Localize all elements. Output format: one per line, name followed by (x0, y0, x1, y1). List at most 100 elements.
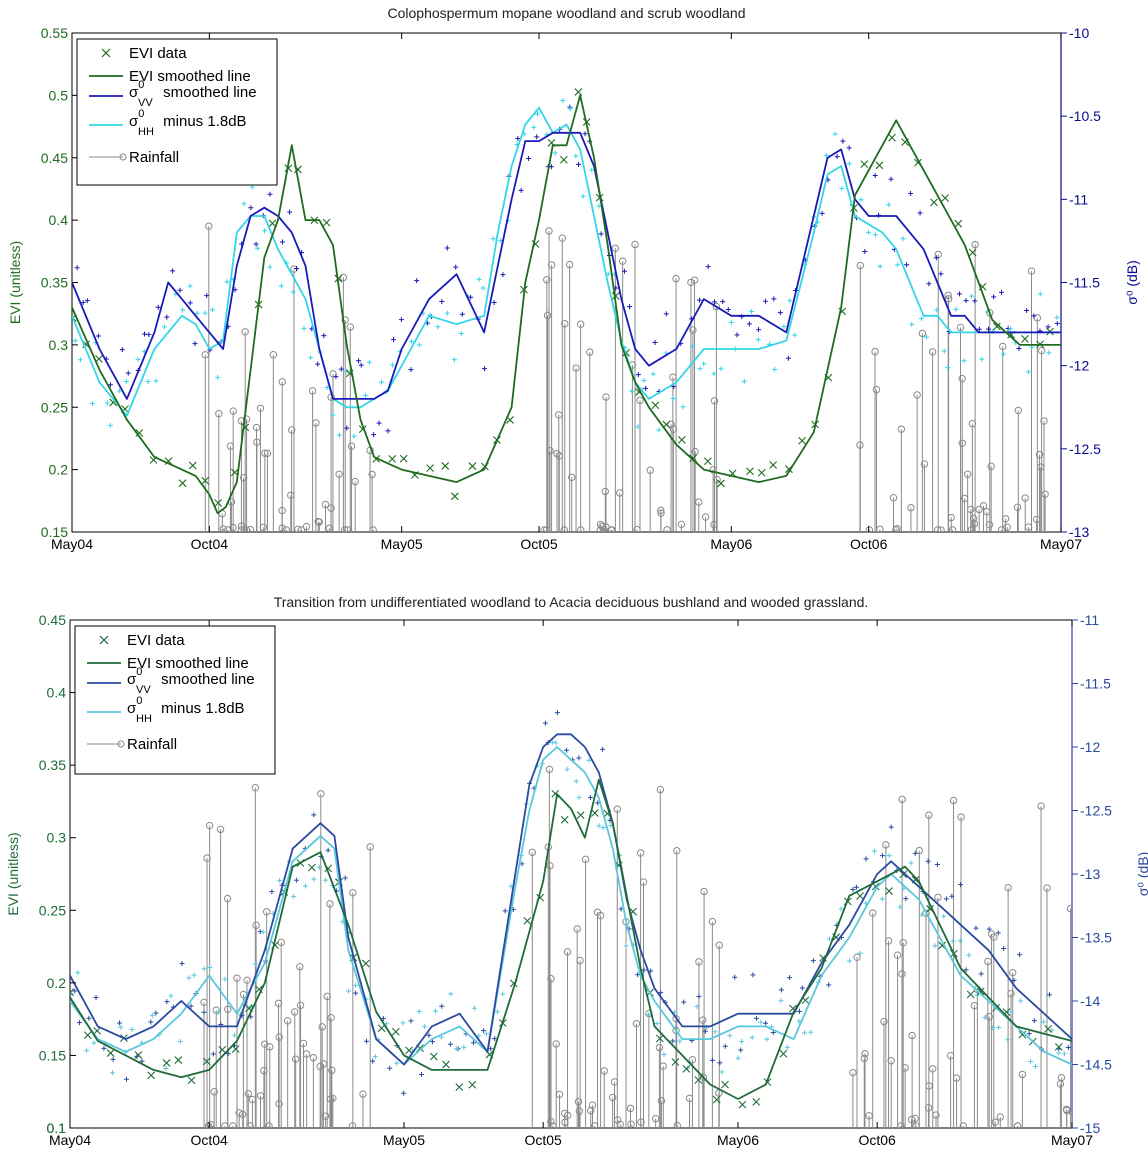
y-tick-label-right: -12.5 (1080, 803, 1112, 819)
sigma-vv-point (862, 248, 868, 254)
sigma-hh-point (72, 338, 78, 344)
sigma-vv-point (548, 164, 554, 170)
sigma-vv-point (618, 906, 624, 912)
sigma-vv-point (770, 1030, 776, 1035)
rainfall-point (971, 240, 979, 249)
legend-box (74, 625, 276, 775)
rainfall-point (204, 1122, 213, 1128)
evi-data-point (1054, 1042, 1063, 1051)
sigma-vv-point (164, 999, 170, 1005)
sigma-hh-point (253, 961, 259, 967)
evi-data-point (689, 454, 698, 463)
evi-data-point (888, 133, 896, 142)
rainfall-point (602, 393, 610, 401)
rainfall-point (690, 276, 699, 284)
sigma-vv-smoothed-line (72, 131, 1061, 400)
sigma-vv-point (863, 856, 869, 862)
sigma-hh-point (549, 739, 555, 745)
rainfall-point (869, 909, 877, 917)
sigma-hh-point (741, 378, 747, 384)
sigma-vv-point (426, 1032, 432, 1038)
sigma-hh-point (932, 943, 938, 949)
sigma-data-points (70, 710, 1071, 1096)
rainfall-point (574, 1098, 583, 1106)
sigma-hh-point (531, 124, 537, 130)
sigma-hh-point (267, 264, 273, 270)
rainfall-point (618, 257, 627, 265)
y-tick-label-left: 0.2 (47, 975, 67, 991)
rainfall-point (308, 387, 317, 395)
sigma-hh-point (941, 348, 947, 354)
rainfall-point (967, 526, 976, 532)
chart-transition: Transition from undifferentiated woodlan… (5, 594, 1148, 1148)
rainfall-point (860, 1054, 868, 1063)
rainfall-point (710, 397, 719, 405)
evi-data-point (388, 454, 397, 463)
legend-label-rest: smoothed line (157, 671, 255, 688)
legend-marker-evi-data (99, 635, 109, 645)
sigma-hh-point (75, 970, 81, 976)
rainfall-point (636, 849, 645, 857)
rainfall-point (553, 450, 561, 458)
rainfall-point (934, 893, 942, 902)
sigma-vv-point (717, 1060, 723, 1066)
rainfall-point (636, 396, 644, 405)
sigma-vv-point (998, 289, 1004, 295)
rainfall-point (960, 494, 969, 503)
rainfall-point (1014, 406, 1022, 415)
sigma-hh-point (857, 950, 863, 956)
rainfall-point (283, 1017, 292, 1025)
sigma-vv-point (576, 755, 582, 761)
rainfall-point (922, 909, 930, 917)
sigma-vv-point (1031, 1018, 1037, 1024)
sigma-vv-point (387, 1065, 393, 1071)
sigma-hh-point (324, 385, 330, 391)
sigma-hh-point (77, 357, 83, 363)
sigma-hh-point (168, 993, 174, 999)
rainfall-point (1035, 451, 1044, 459)
rainfall-point (699, 1016, 707, 1024)
evi-data-point (83, 1031, 92, 1040)
sigma-hh-point (996, 1025, 1002, 1031)
evi-data-point (677, 436, 686, 444)
sigma-hh-point (384, 1021, 390, 1027)
rainfall-point (543, 276, 551, 284)
sigma-hh-point (215, 374, 221, 380)
rainfall-point (1056, 1080, 1065, 1088)
evi-data-point (860, 160, 869, 169)
sigma-hh-point (409, 338, 415, 344)
sigma-hh-point (872, 232, 878, 238)
sigma-vv-point (600, 746, 606, 752)
rainfall-point (252, 423, 261, 432)
evi-data-point (746, 467, 754, 476)
y-tick-label-right: -10 (1069, 25, 1089, 41)
sigma-hh-point (728, 319, 734, 325)
sigma-hh-point (161, 324, 167, 330)
sigma-vv-point (826, 982, 832, 988)
sigma-vv-point (635, 972, 641, 978)
sigma-vv-point (986, 926, 992, 932)
sigma-hh-point (764, 1036, 770, 1042)
sigma-vv-point (210, 1051, 216, 1057)
legend-label: σ0 VV smoothed line (127, 666, 255, 696)
rainfall-point (918, 329, 927, 338)
sigma-vv-point (86, 1015, 92, 1021)
sigma-vv-point (750, 972, 756, 978)
sigma-hh-point (941, 913, 947, 919)
rainfall-point (997, 526, 1006, 532)
rainfall-point (688, 1056, 697, 1064)
sigma-hh-point (697, 366, 703, 372)
sigma-vv-point (177, 287, 183, 293)
evi-data-point (188, 461, 197, 470)
rainfall-point (555, 452, 564, 460)
rainfall-point (880, 1017, 888, 1026)
rainfall-point (1036, 463, 1045, 471)
sigma-hh-point (552, 150, 558, 156)
sigma-vv-point (819, 210, 825, 216)
sigma-hh-point (1018, 998, 1024, 1004)
x-tick-label: Oct04 (191, 536, 229, 552)
rainfall-point (275, 1033, 283, 1041)
sigma-vv-point (1045, 324, 1051, 330)
legend-label-rest: smoothed line (159, 84, 257, 101)
